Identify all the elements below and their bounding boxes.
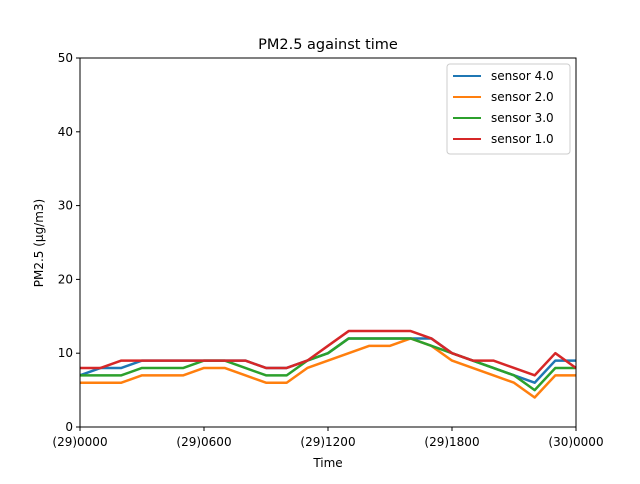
x-tick-label: (29)0600 <box>176 435 231 449</box>
legend-label: sensor 4.0 <box>491 69 554 83</box>
x-tick-label: (29)1800 <box>424 435 479 449</box>
x-tick-label: (29)0000 <box>52 435 107 449</box>
legend-label: sensor 2.0 <box>491 90 554 104</box>
legend-box <box>446 63 571 155</box>
series-line-2 <box>80 337 576 399</box>
y-tick-label: 30 <box>58 199 73 213</box>
legend: sensor 4.0 sensor 2.0 sensor 3.0 sensor 1.0 <box>446 63 571 155</box>
y-axis-label: PM2.5 (μg/m3) <box>32 199 46 287</box>
x-tick-label: (29)1200 <box>300 435 355 449</box>
legend-label: sensor 1.0 <box>491 132 554 146</box>
x-axis: (29)0000 (29)0600 (29)1200 (29)1800 (30)0000 <box>52 427 604 449</box>
y-tick-label: 10 <box>58 346 73 360</box>
x-axis-label: Time <box>312 456 342 470</box>
y-axis: 0 10 20 30 40 50 <box>58 51 80 434</box>
y-tick-label: 20 <box>58 272 73 286</box>
series-line-3 <box>80 337 576 392</box>
x-tick-label: (30)0000 <box>548 435 603 449</box>
chart-title: PM2.5 against time <box>258 37 398 53</box>
y-tick-label: 40 <box>58 125 73 139</box>
series-layer <box>79 329 577 399</box>
y-tick-label: 50 <box>58 51 73 65</box>
y-tick-label: 0 <box>65 420 73 434</box>
legend-label: sensor 3.0 <box>491 111 554 125</box>
series-line-4 <box>80 329 577 377</box>
